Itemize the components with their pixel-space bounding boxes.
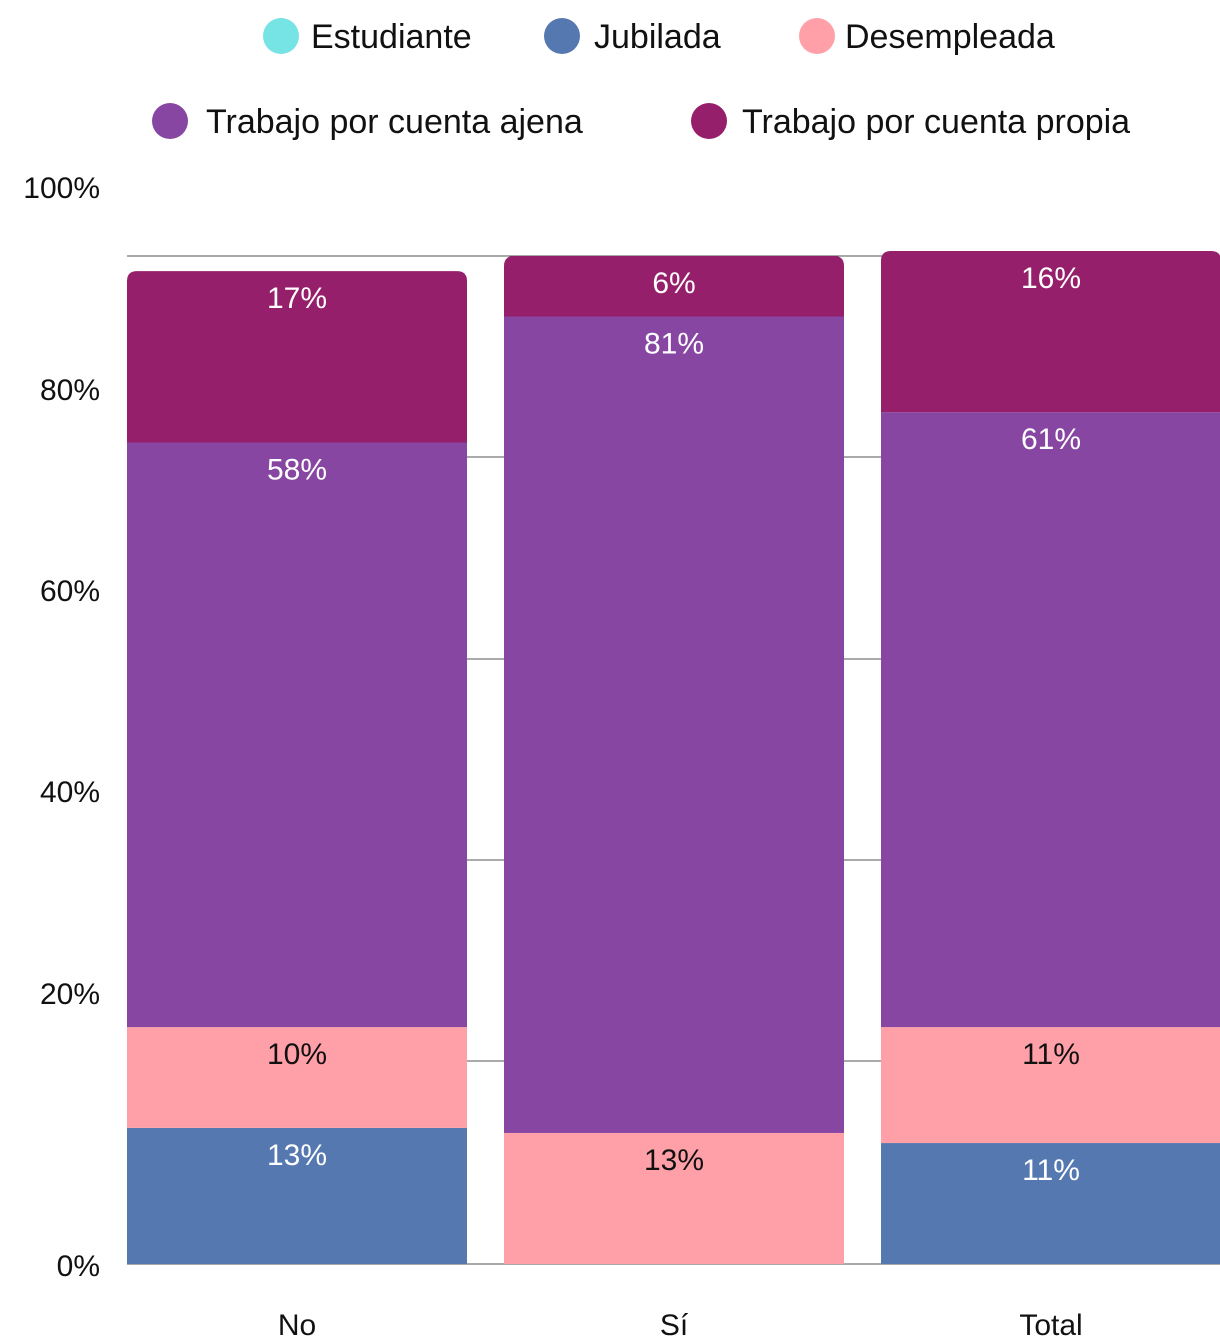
bar-si-trabajo-por-cuenta-ajena xyxy=(504,316,844,1133)
y-tick-label: 80% xyxy=(40,374,100,407)
x-tick-label-total: Total xyxy=(1019,1309,1082,1339)
legend-swatch xyxy=(152,103,188,139)
y-tick-label: 40% xyxy=(40,776,100,809)
chart-legend: Estudiante Jubilada Desempleada Trabajo por… xyxy=(152,18,1130,141)
bars xyxy=(127,250,1220,1264)
data-label-total-trabajo-por-cuenta-propia: 16% xyxy=(1021,262,1081,295)
legend-item-trabajo-por-cuenta-ajena: Trabajo por cuenta ajena xyxy=(152,103,583,141)
y-axis: 0% 20% 40% 60% 80% 100% xyxy=(23,172,100,1283)
bar-total-desempleada xyxy=(881,1027,1220,1144)
legend-swatch xyxy=(263,18,299,54)
legend-label: Desempleada xyxy=(845,18,1055,56)
data-label-si-trabajo-por-cuenta-ajena: 81% xyxy=(644,327,704,360)
legend-label: Estudiante xyxy=(311,18,472,56)
y-tick-label: 20% xyxy=(40,978,100,1011)
legend-label: Trabajo por cuenta ajena xyxy=(206,103,583,141)
bar-no-desempleada xyxy=(127,1027,467,1128)
data-label-total-jubilada: 11% xyxy=(1022,1154,1080,1187)
data-label-si-desempleada: 13% xyxy=(644,1144,704,1177)
bar-no-trabajo-por-cuenta-ajena xyxy=(127,442,467,1028)
bar-si-desempleada xyxy=(504,1132,844,1264)
data-label-no-trabajo-por-cuenta-propia: 17% xyxy=(267,282,327,315)
data-label-no-jubilada: 13% xyxy=(267,1139,327,1172)
legend-label: Jubilada xyxy=(594,18,721,56)
y-tick-label: 0% xyxy=(57,1250,100,1283)
y-tick-label: 100% xyxy=(23,172,100,205)
data-label-si-trabajo-por-cuenta-propia: 6% xyxy=(652,267,695,300)
bar-total-trabajo-por-cuenta-ajena xyxy=(881,412,1220,1028)
x-axis: No Sí Total xyxy=(278,1309,1083,1339)
data-label-total-trabajo-por-cuenta-ajena: 61% xyxy=(1021,423,1081,456)
x-tick-label-no: No xyxy=(278,1309,316,1339)
y-tick-label: 60% xyxy=(40,575,100,608)
data-label-no-trabajo-por-cuenta-ajena: 58% xyxy=(267,453,327,486)
bar-total-trabajo-por-cuenta-propia xyxy=(881,250,1220,413)
data-label-no-desempleada: 10% xyxy=(267,1038,327,1071)
legend-swatch xyxy=(799,18,835,54)
bar-no-trabajo-por-cuenta-propia xyxy=(127,271,467,443)
data-label-total-desempleada: 11% xyxy=(1022,1038,1080,1071)
legend-item-desempleada: Desempleada xyxy=(799,18,1055,56)
legend-swatch xyxy=(691,103,727,139)
data-labels: 13% 10% 58% 17% 13% 81% 6% 11% 11% 61% 16% xyxy=(267,262,1081,1187)
bar-si-trabajo-por-cuenta-propia xyxy=(504,256,844,317)
bar-no-jubilada xyxy=(127,1127,467,1264)
legend-item-jubilada: Jubilada xyxy=(544,18,721,56)
legend-swatch xyxy=(544,18,580,54)
legend-item-estudiante: Estudiante xyxy=(263,18,472,56)
bar-total-jubilada xyxy=(881,1143,1220,1264)
x-tick-label-si: Sí xyxy=(660,1309,689,1339)
legend-item-trabajo-por-cuenta-propia: Trabajo por cuenta propia xyxy=(691,103,1130,141)
legend-label: Trabajo por cuenta propia xyxy=(742,103,1130,141)
